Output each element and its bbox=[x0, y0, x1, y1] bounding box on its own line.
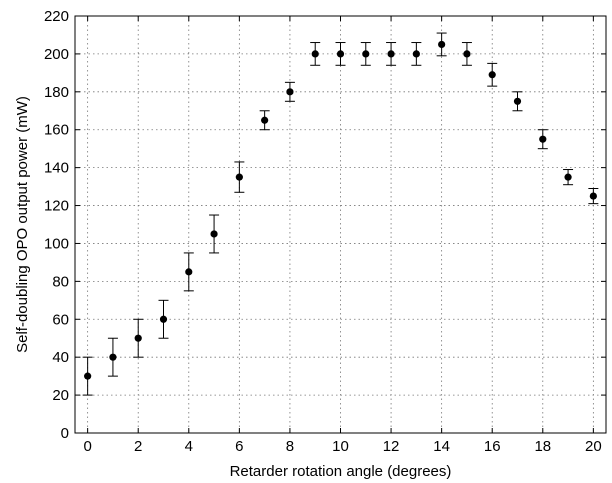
x-tick-label: 6 bbox=[235, 438, 243, 455]
x-tick-label: 2 bbox=[134, 438, 142, 455]
y-tick-label: 120 bbox=[44, 198, 69, 215]
y-tick-label: 160 bbox=[44, 122, 69, 139]
data-point bbox=[235, 173, 243, 181]
x-tick-label: 10 bbox=[332, 438, 349, 455]
y-tick-label: 100 bbox=[44, 235, 69, 252]
data-point bbox=[84, 372, 92, 380]
data-point bbox=[463, 50, 471, 58]
data-point bbox=[261, 116, 269, 124]
data-point bbox=[412, 50, 420, 58]
data-point bbox=[539, 135, 547, 143]
y-tick-label: 60 bbox=[52, 311, 69, 328]
x-tick-label: 0 bbox=[83, 438, 91, 455]
y-tick-label: 0 bbox=[61, 425, 69, 442]
data-points bbox=[84, 40, 597, 380]
x-tick-label: 4 bbox=[185, 438, 193, 455]
y-tick-labels: 0 20 40 60 80 100 120 140 160 180 200 220 bbox=[44, 8, 69, 442]
y-tick-label: 20 bbox=[52, 387, 69, 404]
x-tick-label: 8 bbox=[286, 438, 294, 455]
y-tick-label: 80 bbox=[52, 273, 69, 290]
x-tick-label: 12 bbox=[383, 438, 400, 455]
data-point bbox=[336, 50, 345, 58]
data-point bbox=[159, 315, 168, 323]
data-point bbox=[286, 88, 294, 96]
x-tick-label: 20 bbox=[585, 438, 602, 455]
data-point bbox=[311, 50, 319, 58]
data-point bbox=[513, 97, 522, 105]
data-point bbox=[362, 50, 370, 58]
data-point bbox=[564, 173, 572, 181]
x-axis-label: Retarder rotation angle (degrees) bbox=[230, 463, 452, 480]
data-point bbox=[134, 334, 142, 342]
x-tick-label: 18 bbox=[534, 438, 551, 455]
ticks bbox=[75, 15, 606, 434]
data-point bbox=[488, 71, 496, 79]
data-point bbox=[210, 230, 218, 238]
data-point bbox=[387, 50, 395, 58]
y-tick-label: 140 bbox=[44, 160, 69, 177]
data-point bbox=[589, 192, 597, 200]
y-axis-label: Self-doubling OPO output power (mW) bbox=[14, 96, 31, 353]
y-tick-label: 40 bbox=[52, 349, 69, 366]
data-point bbox=[438, 40, 446, 49]
y-tick-label: 220 bbox=[44, 8, 69, 25]
x-tick-labels: 0 2 4 6 8 10 12 14 16 18 20 bbox=[83, 438, 601, 455]
y-tick-label: 180 bbox=[44, 84, 69, 101]
y-tick-label: 200 bbox=[44, 46, 69, 63]
data-point bbox=[185, 268, 193, 276]
x-tick-label: 16 bbox=[484, 438, 501, 455]
data-point bbox=[109, 353, 117, 361]
plot-frame bbox=[74, 15, 607, 434]
grid bbox=[75, 15, 606, 434]
x-tick-label: 14 bbox=[433, 438, 450, 455]
